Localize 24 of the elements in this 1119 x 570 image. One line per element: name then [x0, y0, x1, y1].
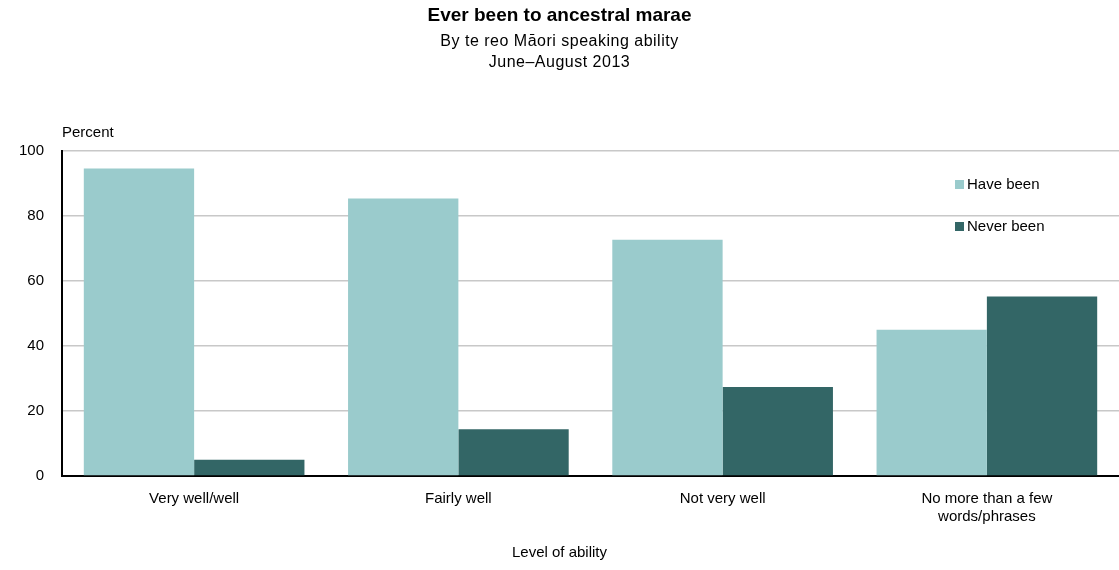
- x-tick-label: Fairly well: [425, 489, 492, 507]
- bar: [722, 386, 833, 476]
- x-tick-label: Very well/well: [149, 489, 240, 507]
- bar: [986, 296, 1098, 476]
- x-tick-label: Not very well: [679, 489, 766, 507]
- y-tick-label: 100: [18, 141, 44, 159]
- legend-label: Never been: [967, 217, 1045, 234]
- bar: [83, 168, 195, 476]
- chart-title: Ever been to ancestral marae: [426, 4, 693, 26]
- chart-subtitle: By te reo Māori speaking ability June–August 2013: [439, 31, 680, 72]
- y-tick-label: 40: [27, 336, 44, 354]
- bar: [876, 329, 987, 476]
- legend-label: Have been: [967, 175, 1040, 192]
- y-tick-label: 80: [27, 206, 44, 224]
- x-tick-label: No more than a few words/phrases: [921, 489, 1053, 525]
- y-tick-label: 60: [27, 271, 44, 289]
- y-tick-label: 20: [27, 401, 44, 419]
- bar: [458, 429, 569, 476]
- y-tick-label: 0: [35, 466, 44, 484]
- bar: [194, 459, 305, 476]
- y-axis-title: Percent: [62, 123, 114, 140]
- bar: [612, 239, 723, 476]
- x-axis-title: Level of ability: [510, 543, 609, 560]
- bar: [348, 198, 459, 476]
